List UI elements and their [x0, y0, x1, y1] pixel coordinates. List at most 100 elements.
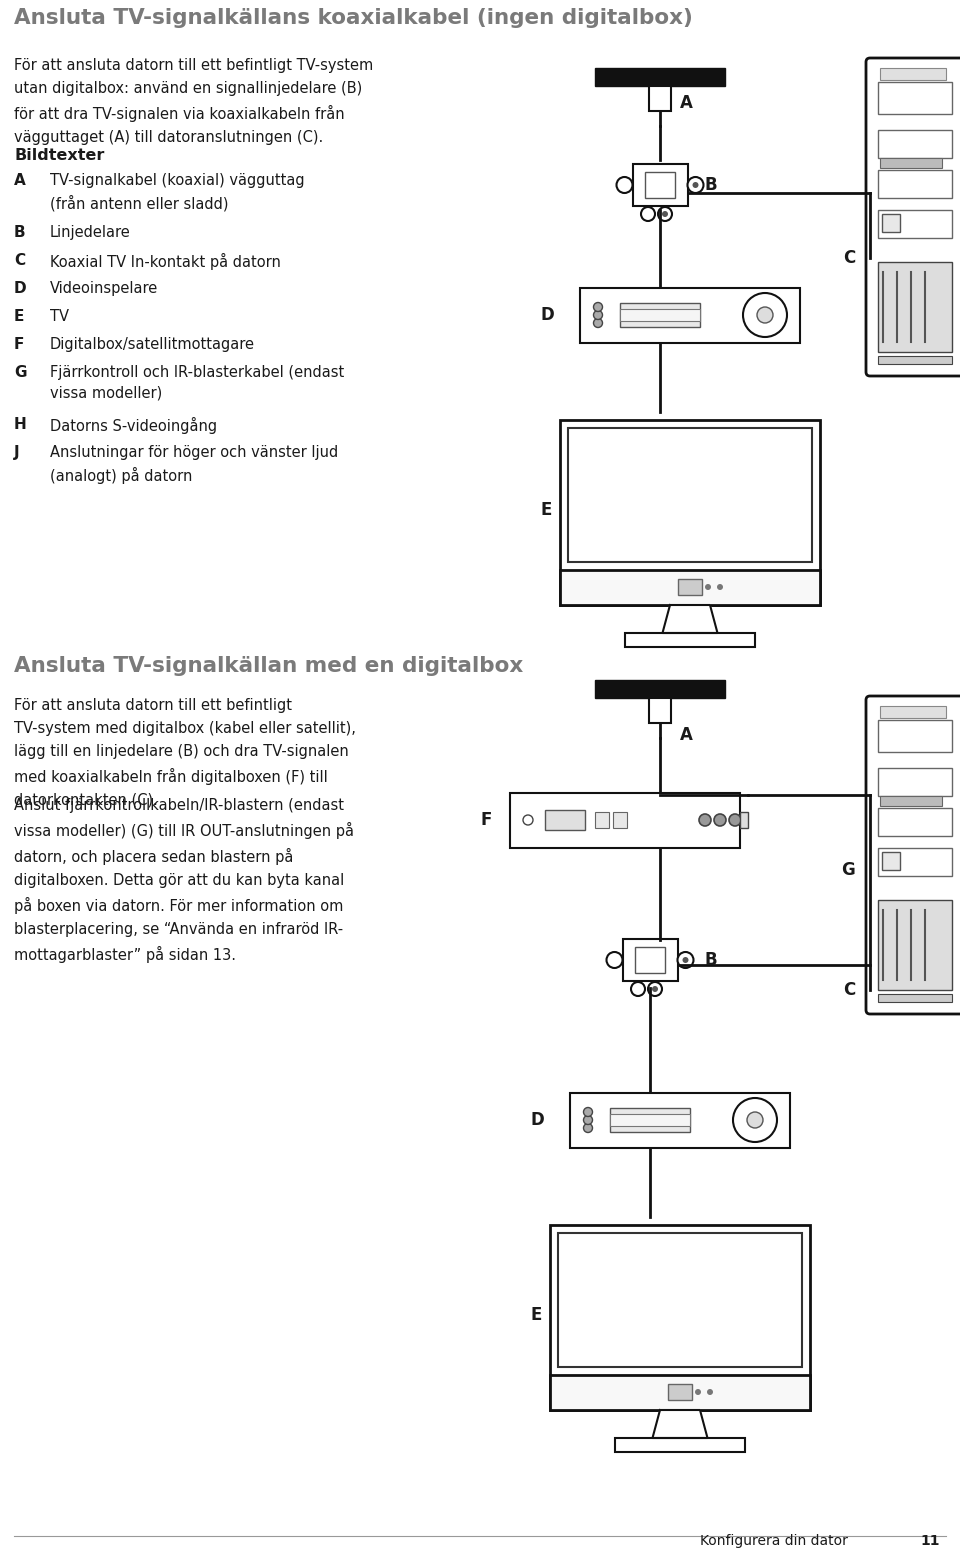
Bar — [878, 994, 952, 1002]
Circle shape — [757, 307, 773, 323]
Bar — [880, 67, 946, 80]
Bar — [550, 1375, 810, 1409]
Bar — [595, 680, 725, 698]
Circle shape — [593, 302, 603, 312]
Text: Koaxial TV In-kontakt på datorn: Koaxial TV In-kontakt på datorn — [50, 254, 281, 269]
Text: B: B — [705, 951, 718, 969]
Bar — [878, 720, 952, 752]
Text: Konfigurera din dator: Konfigurera din dator — [700, 1535, 848, 1549]
Bar — [649, 86, 671, 111]
Bar — [678, 579, 702, 595]
Circle shape — [707, 1389, 713, 1395]
Bar — [568, 428, 812, 562]
Circle shape — [607, 952, 622, 968]
Text: A: A — [680, 94, 693, 113]
Text: D: D — [14, 280, 27, 296]
Text: Anslutningar för höger och vänster ljud
(analogt) på datorn: Anslutningar för höger och vänster ljud … — [50, 445, 338, 484]
Bar — [878, 210, 952, 238]
Bar — [550, 1225, 810, 1409]
Bar — [550, 1375, 810, 1409]
Circle shape — [683, 957, 688, 963]
Bar — [558, 1232, 802, 1367]
Text: För att ansluta datorn till ett befintligt
TV-system med digitalbox (kabel eller: För att ansluta datorn till ett befintli… — [14, 698, 356, 808]
Circle shape — [687, 177, 704, 193]
Text: Digitalbox/satellitmottagare: Digitalbox/satellitmottagare — [50, 337, 255, 352]
Bar — [878, 355, 952, 363]
Bar — [510, 792, 740, 847]
Bar — [878, 262, 952, 352]
Circle shape — [714, 814, 726, 825]
Bar — [878, 171, 952, 197]
Text: E: E — [14, 309, 24, 324]
Circle shape — [641, 207, 655, 221]
Bar — [560, 420, 820, 604]
Bar — [595, 813, 609, 828]
Circle shape — [692, 182, 699, 188]
Circle shape — [631, 982, 645, 996]
Text: E: E — [540, 501, 551, 518]
Circle shape — [616, 177, 633, 193]
Circle shape — [658, 207, 672, 221]
Circle shape — [747, 1112, 763, 1128]
Circle shape — [593, 310, 603, 319]
Bar — [560, 570, 820, 604]
Bar — [610, 1109, 690, 1132]
Text: Ansluta TV-signalkällan med en digitalbox: Ansluta TV-signalkällan med en digitalbo… — [14, 656, 523, 677]
Text: C: C — [14, 254, 25, 268]
Bar — [740, 813, 748, 828]
Bar — [878, 130, 952, 158]
Bar — [668, 1384, 692, 1400]
Bar — [633, 164, 687, 207]
Polygon shape — [662, 604, 717, 633]
Text: B: B — [705, 175, 718, 194]
Text: Bildtexter: Bildtexter — [14, 149, 105, 163]
Bar — [560, 570, 820, 604]
Circle shape — [662, 211, 668, 218]
Circle shape — [652, 987, 658, 991]
Circle shape — [593, 318, 603, 327]
Circle shape — [733, 1098, 777, 1142]
Text: För att ansluta datorn till ett befintligt TV-system
utan digitalbox: använd en : För att ansluta datorn till ett befintli… — [14, 58, 373, 144]
Bar — [878, 808, 952, 836]
Text: G: G — [841, 861, 855, 879]
Bar — [570, 1093, 790, 1148]
Bar — [880, 796, 942, 806]
Circle shape — [699, 814, 711, 825]
Text: A: A — [14, 172, 26, 188]
Text: A: A — [680, 727, 693, 744]
Circle shape — [717, 584, 723, 590]
Text: F: F — [14, 337, 24, 352]
Bar — [878, 900, 952, 990]
Bar — [580, 288, 800, 343]
Text: E: E — [530, 1306, 541, 1323]
Circle shape — [648, 982, 662, 996]
Bar — [622, 940, 678, 980]
Text: Videoinspelare: Videoinspelare — [50, 280, 158, 296]
Circle shape — [584, 1115, 592, 1124]
Bar — [610, 1113, 690, 1126]
Text: C: C — [843, 980, 855, 999]
FancyBboxPatch shape — [866, 695, 960, 1015]
Text: Fjärrkontroll och IR-blasterkabel (endast
vissa modeller): Fjärrkontroll och IR-blasterkabel (endas… — [50, 365, 345, 401]
Bar — [620, 302, 700, 327]
Bar — [613, 813, 627, 828]
Text: H: H — [14, 417, 27, 432]
Text: F: F — [481, 811, 492, 828]
Bar — [645, 172, 675, 197]
Bar — [649, 698, 671, 723]
Text: Ansluta TV-signalkällans koaxialkabel (ingen digitalbox): Ansluta TV-signalkällans koaxialkabel (i… — [14, 8, 693, 28]
Circle shape — [705, 584, 711, 590]
Bar — [880, 158, 942, 168]
Text: D: D — [530, 1110, 543, 1129]
Text: 11: 11 — [921, 1535, 940, 1549]
Text: J: J — [14, 445, 19, 460]
Bar — [620, 309, 700, 321]
Text: Datorns S-videoingång: Datorns S-videoingång — [50, 417, 217, 434]
Bar — [878, 81, 952, 114]
Text: C: C — [843, 249, 855, 266]
Circle shape — [584, 1107, 592, 1117]
FancyBboxPatch shape — [866, 58, 960, 376]
Text: TV: TV — [50, 309, 69, 324]
Bar — [635, 947, 665, 972]
Bar — [615, 1438, 745, 1452]
